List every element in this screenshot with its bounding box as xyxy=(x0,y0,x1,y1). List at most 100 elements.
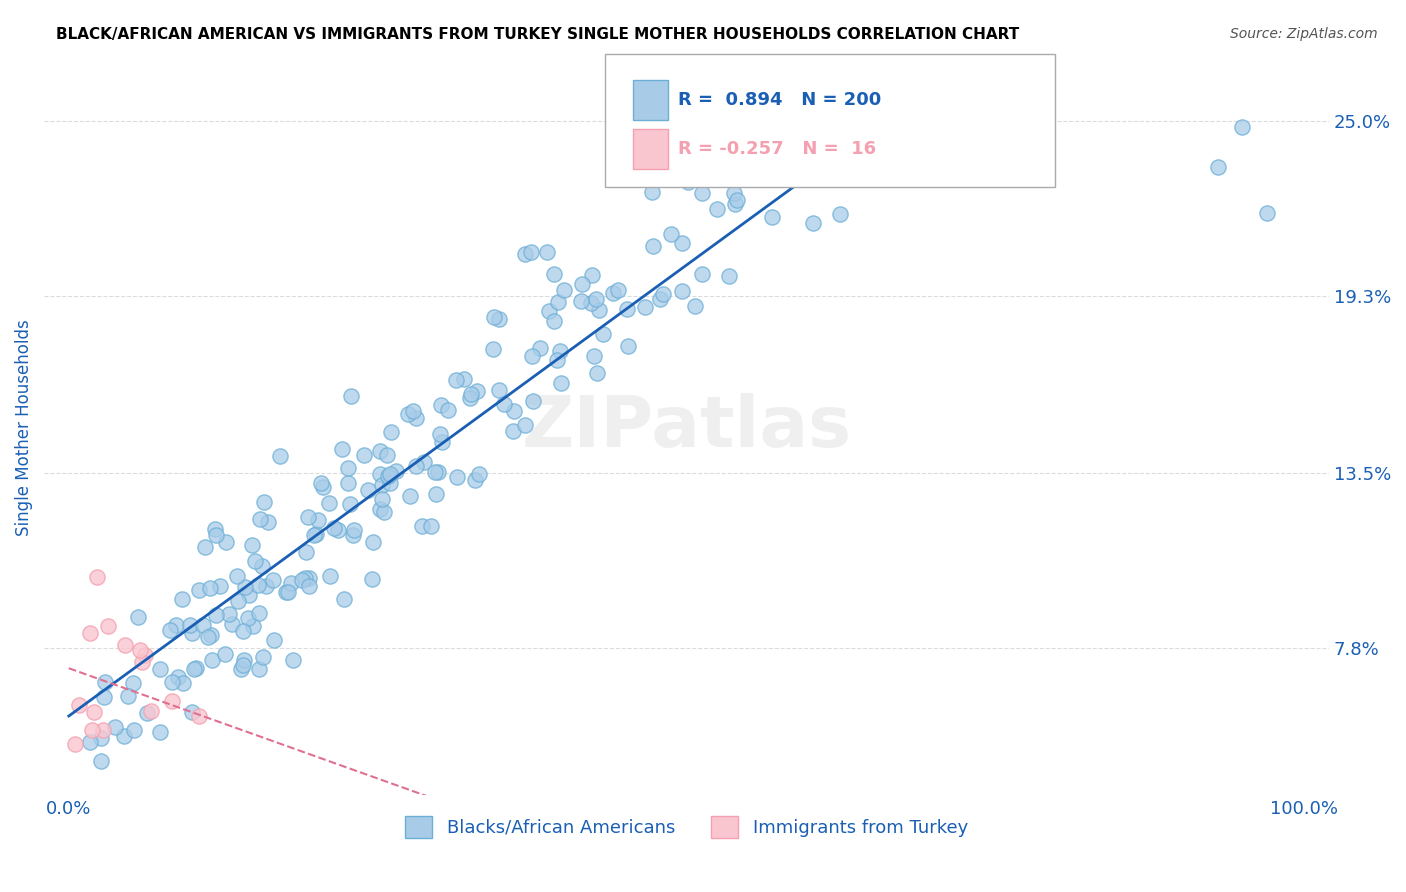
Point xyxy=(585,292,607,306)
Point xyxy=(304,528,326,542)
Point xyxy=(357,483,380,497)
Point xyxy=(361,534,384,549)
Point xyxy=(339,497,361,511)
Point xyxy=(488,312,510,326)
Point xyxy=(297,510,319,524)
Point xyxy=(405,410,427,425)
Point xyxy=(385,464,408,478)
Point xyxy=(332,592,354,607)
Point xyxy=(79,735,101,749)
Point xyxy=(405,458,427,473)
Point xyxy=(550,376,572,391)
Point xyxy=(183,662,205,676)
Point xyxy=(380,425,402,439)
Point xyxy=(370,502,392,516)
Point xyxy=(269,449,291,463)
Point xyxy=(236,611,259,625)
Point xyxy=(583,349,606,363)
Point xyxy=(602,286,624,301)
Point xyxy=(488,383,510,397)
Point xyxy=(90,754,112,768)
Point xyxy=(690,267,713,281)
Point xyxy=(131,655,153,669)
Point xyxy=(249,512,271,526)
Point xyxy=(172,676,194,690)
Point xyxy=(204,522,226,536)
Point xyxy=(281,652,304,666)
Point xyxy=(460,387,482,401)
Point xyxy=(208,579,231,593)
Point xyxy=(112,729,135,743)
Point xyxy=(641,186,664,200)
Point xyxy=(502,424,524,438)
Point xyxy=(254,578,277,592)
Point xyxy=(114,638,136,652)
Point xyxy=(197,631,219,645)
Point xyxy=(214,535,236,549)
Point xyxy=(233,580,256,594)
Point xyxy=(63,738,86,752)
Point xyxy=(330,442,353,457)
Point xyxy=(294,545,316,559)
Point xyxy=(232,624,254,639)
Point xyxy=(86,570,108,584)
Point xyxy=(634,300,657,314)
Point xyxy=(522,393,544,408)
Point xyxy=(304,527,326,541)
Point xyxy=(218,607,240,621)
Point xyxy=(399,489,422,503)
Point xyxy=(122,723,145,737)
Point xyxy=(250,558,273,573)
Point xyxy=(294,571,316,585)
Point xyxy=(336,460,359,475)
Point xyxy=(263,632,285,647)
Point xyxy=(373,504,395,518)
Point xyxy=(676,175,699,189)
Point xyxy=(671,235,693,250)
Point xyxy=(446,470,468,484)
Point xyxy=(238,588,260,602)
Point xyxy=(342,524,364,538)
Point xyxy=(180,705,202,719)
Point xyxy=(437,403,460,417)
Point xyxy=(464,473,486,487)
Point xyxy=(650,292,672,306)
Point xyxy=(159,623,181,637)
Point xyxy=(319,569,342,583)
Point xyxy=(262,574,284,588)
Point xyxy=(246,577,269,591)
Point xyxy=(298,579,321,593)
Point xyxy=(513,246,536,260)
Point xyxy=(453,372,475,386)
Point xyxy=(617,339,640,353)
Point xyxy=(543,268,565,282)
Point xyxy=(494,397,516,411)
Point xyxy=(135,706,157,720)
Y-axis label: Single Mother Households: Single Mother Households xyxy=(15,319,32,536)
Point xyxy=(671,285,693,299)
Point xyxy=(537,304,560,318)
Point xyxy=(231,662,253,676)
Point xyxy=(134,648,156,662)
Point xyxy=(340,389,363,403)
Text: Source: ZipAtlas.com: Source: ZipAtlas.com xyxy=(1230,27,1378,41)
Point xyxy=(186,660,208,674)
Point xyxy=(413,455,436,469)
Point xyxy=(228,593,250,607)
Point xyxy=(149,724,172,739)
Point xyxy=(187,709,209,723)
Point xyxy=(869,40,891,54)
Point xyxy=(91,723,114,737)
Point xyxy=(458,391,481,405)
Text: R =  0.894   N = 200: R = 0.894 N = 200 xyxy=(678,91,882,109)
Point xyxy=(187,582,209,597)
Point xyxy=(547,353,569,368)
Point xyxy=(322,520,344,534)
Point xyxy=(465,384,488,399)
Point xyxy=(419,519,441,533)
Point xyxy=(162,693,184,707)
Point xyxy=(425,487,447,501)
Point xyxy=(103,720,125,734)
Point xyxy=(160,674,183,689)
Point xyxy=(776,152,799,166)
